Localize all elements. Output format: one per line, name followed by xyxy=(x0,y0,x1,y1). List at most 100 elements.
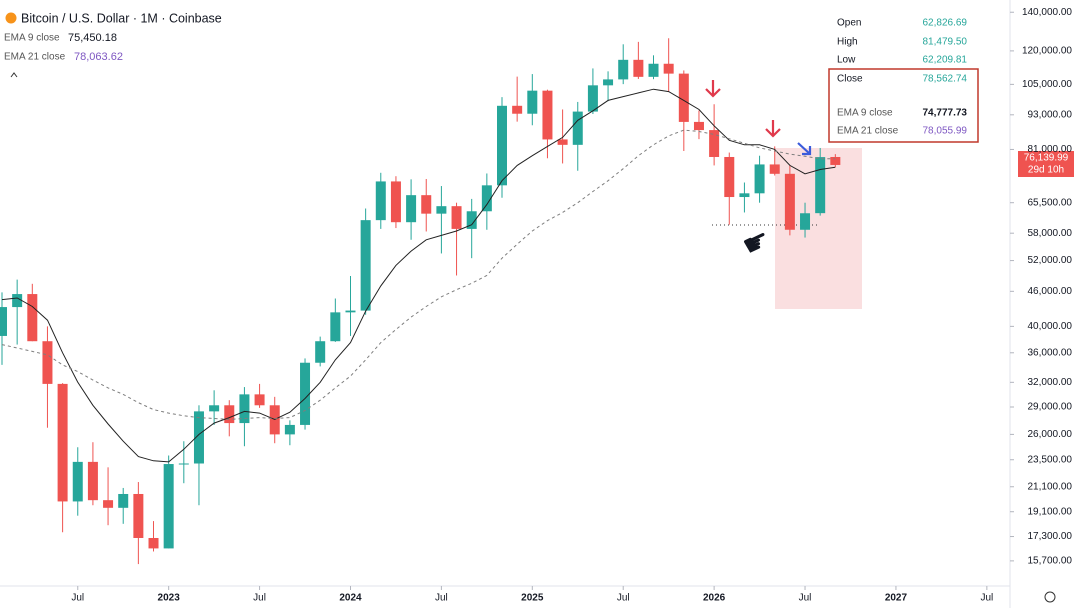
data-window-value: 74,777.73 xyxy=(923,108,968,119)
y-tick-label: 15,700.00 xyxy=(1028,556,1073,567)
candle-body xyxy=(300,362,311,425)
price-tag-countdown: 29d 10h xyxy=(1028,165,1064,176)
data-window-value: 78,562.74 xyxy=(923,74,968,85)
chart-title: Bitcoin / U.S. Dollar · 1M · Coinbase xyxy=(21,11,222,25)
data-window xyxy=(828,10,980,146)
x-tick-label: Jul xyxy=(435,593,448,604)
candle-body xyxy=(739,193,750,198)
collapse-icon[interactable] xyxy=(10,72,18,78)
candle-body xyxy=(330,312,341,342)
data-window-value: 81,479.50 xyxy=(923,37,968,48)
legend-name: EMA 21 close xyxy=(4,52,66,63)
candle-body xyxy=(603,79,614,86)
candle-body xyxy=(254,394,265,406)
x-tick-label: 2025 xyxy=(521,593,544,604)
candle-body xyxy=(406,195,417,223)
price-tag-label: 76,139.99 xyxy=(1024,153,1069,164)
x-tick-label: Jul xyxy=(980,593,993,604)
y-tick-label: 17,300.00 xyxy=(1028,531,1073,542)
data-window-label: Close xyxy=(837,74,863,85)
y-tick-label: 36,000.00 xyxy=(1028,347,1073,358)
candle-body xyxy=(557,139,568,145)
candle-body xyxy=(527,90,538,114)
y-tick-label: 65,500.00 xyxy=(1028,197,1073,208)
candle-body xyxy=(815,157,826,214)
candle-body xyxy=(633,59,644,77)
candle-body xyxy=(512,105,523,114)
candle-body xyxy=(224,405,235,424)
y-tick-label: 81,000.00 xyxy=(1028,144,1073,155)
candle-body xyxy=(360,220,371,311)
candle-body xyxy=(239,394,250,424)
candle-body xyxy=(103,500,114,508)
y-tick-label: 120,000.00 xyxy=(1022,46,1072,57)
annotation-arrow xyxy=(797,142,812,156)
x-tick-label: Jul xyxy=(617,593,630,604)
x-tick-label: Jul xyxy=(253,593,266,604)
candle-body xyxy=(12,294,23,308)
y-tick-label: 93,000.00 xyxy=(1028,109,1073,120)
candle-body xyxy=(800,213,811,230)
candle-body xyxy=(375,181,386,221)
candle-body xyxy=(0,307,7,336)
ema-line xyxy=(1,88,836,463)
x-tick-label: 2024 xyxy=(339,593,362,604)
candle-body xyxy=(754,164,765,194)
data-window-value: 62,826.69 xyxy=(923,18,968,29)
candle-body xyxy=(663,63,674,74)
candle-body xyxy=(436,206,447,214)
coin-icon xyxy=(5,12,17,24)
x-tick-label: 2023 xyxy=(158,593,181,604)
annotation-arrow xyxy=(705,80,781,138)
candle-body xyxy=(148,537,159,549)
candle-body xyxy=(42,341,53,384)
x-tick-label: 2026 xyxy=(703,593,726,604)
candle-body xyxy=(118,493,129,508)
legend-value: 75,450.18 xyxy=(68,32,117,44)
candle-body xyxy=(724,156,735,198)
candle-body xyxy=(678,73,689,122)
candle-body xyxy=(163,464,174,549)
candle-body xyxy=(345,310,356,313)
candle-body xyxy=(572,111,583,145)
y-tick-label: 29,000.00 xyxy=(1028,402,1073,413)
x-tick-label: Jul xyxy=(799,593,812,604)
candle-body xyxy=(648,63,659,77)
candle-body xyxy=(451,206,462,229)
candle-body xyxy=(284,424,295,435)
candle-body xyxy=(618,59,629,80)
y-tick-label: 58,000.00 xyxy=(1028,228,1073,239)
y-tick-label: 32,000.00 xyxy=(1028,377,1073,388)
candle-body xyxy=(27,294,38,342)
candle-body xyxy=(178,463,189,465)
ema-line xyxy=(1,129,836,420)
legend-name: EMA 9 close xyxy=(4,33,60,44)
y-tick-label: 105,000.00 xyxy=(1022,79,1072,90)
y-tick-label: 46,000.00 xyxy=(1028,286,1073,297)
data-window-value: 62,209.81 xyxy=(923,55,968,66)
candle-body xyxy=(466,211,477,229)
candle-body xyxy=(497,105,507,186)
candle-body xyxy=(784,173,795,230)
candle-body xyxy=(709,130,720,157)
candle-body xyxy=(769,164,780,174)
candle-body xyxy=(193,411,204,464)
y-tick-label: 52,000.00 xyxy=(1028,255,1073,266)
candle-body xyxy=(87,461,98,501)
data-window-highlight xyxy=(828,68,979,143)
legend-value: 78,063.62 xyxy=(74,51,123,63)
data-window-rows: Open 62,826.69 High 81,479.50 Low 62,209.81 Cl… xyxy=(837,18,967,137)
data-window-label: High xyxy=(837,37,858,48)
candle-body xyxy=(72,461,83,502)
y-tick-label: 140,000.00 xyxy=(1022,7,1072,18)
data-window-label: Low xyxy=(837,55,856,66)
data-window-label: EMA 9 close xyxy=(837,108,893,119)
candle-body xyxy=(481,185,492,212)
y-tick-label: 23,500.00 xyxy=(1028,454,1073,465)
settings-icon[interactable] xyxy=(1044,591,1056,603)
candle-body xyxy=(542,90,553,140)
y-tick-label: 19,100.00 xyxy=(1028,506,1073,517)
candle-body xyxy=(587,85,598,112)
candle-body xyxy=(315,341,326,363)
